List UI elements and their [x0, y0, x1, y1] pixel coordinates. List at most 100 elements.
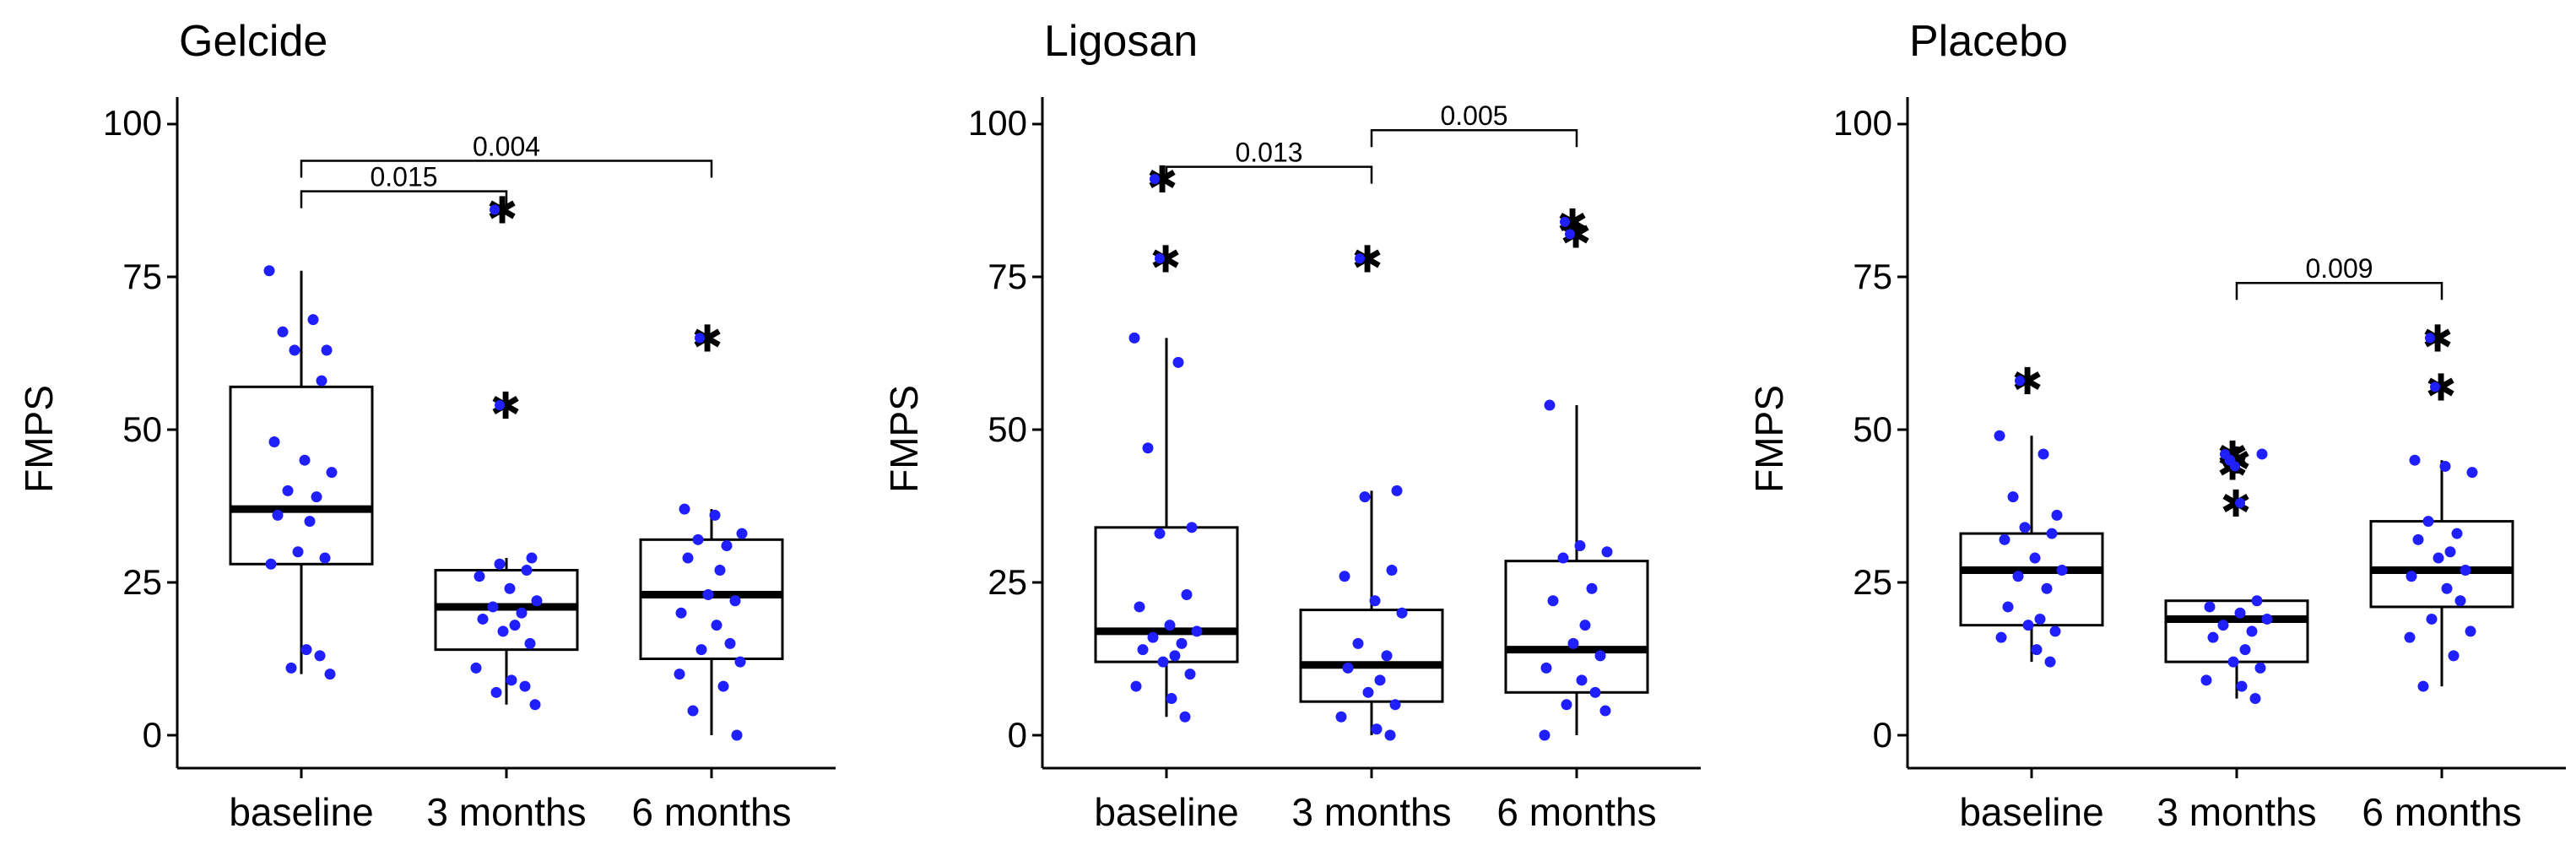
x-tick-label: baseline [229, 790, 373, 834]
data-point [1128, 332, 1140, 344]
y-tick-label: 50 [988, 409, 1027, 449]
data-point [324, 669, 336, 680]
data-point [2022, 620, 2034, 631]
data-point [687, 705, 699, 717]
data-point [474, 571, 485, 582]
data-point [2046, 528, 2058, 539]
p-value-label: 0.013 [1235, 138, 1302, 168]
data-point [2239, 644, 2251, 656]
y-tick-label: 0 [1873, 715, 1892, 755]
data-point [709, 509, 721, 521]
comparison-bracket [300, 160, 713, 178]
comparison-bracket [300, 190, 508, 208]
y-tick-label: 100 [968, 103, 1027, 143]
plot-area: ✱✱✱✱✱✱✱0.009 [1897, 97, 2566, 778]
p-value-label: 0.015 [370, 162, 437, 192]
data-point [470, 662, 482, 674]
data-point [1137, 644, 1149, 656]
y-tick-label: 75 [122, 257, 162, 296]
data-point [300, 644, 312, 656]
panel-title: Ligosan [1044, 17, 1198, 66]
data-point [2256, 448, 2268, 460]
data-point [729, 595, 741, 607]
data-point [487, 601, 499, 613]
data-point [2234, 607, 2246, 619]
data-point [2207, 631, 2219, 643]
data-point [490, 686, 502, 698]
data-point [2439, 460, 2451, 472]
data-point [277, 326, 289, 338]
data-point [1166, 693, 1177, 705]
data-point [2409, 454, 2421, 466]
box-iqr [2369, 520, 2514, 609]
data-point [326, 467, 338, 479]
y-tick-label: 75 [988, 257, 1027, 296]
data-point [504, 582, 516, 594]
data-point [717, 680, 729, 692]
data-point [1574, 540, 1586, 552]
data-point [321, 344, 333, 356]
outlier-point [1355, 253, 1365, 264]
data-point [1384, 729, 1396, 741]
y-tick-label: 0 [143, 715, 162, 755]
data-point [299, 454, 311, 466]
data-point [494, 558, 506, 570]
x-tick-label: baseline [1094, 790, 1238, 834]
data-point [1147, 631, 1159, 643]
data-point [1181, 588, 1193, 600]
data-point [1601, 546, 1613, 558]
data-point [1169, 650, 1181, 662]
data-point [1130, 680, 1142, 692]
x-tick-label: baseline [1959, 790, 2103, 834]
data-point [1381, 650, 1393, 662]
data-point [2204, 601, 2216, 613]
data-point [675, 607, 687, 619]
data-point [711, 620, 722, 631]
data-point [1576, 674, 1588, 686]
data-point [1391, 485, 1403, 496]
outlier-marker: ✱ [2426, 366, 2457, 409]
data-point [521, 565, 533, 577]
outlier-point [495, 400, 505, 411]
box-iqr [1299, 609, 1444, 703]
data-point [2051, 509, 2063, 521]
y-tick-label: 25 [122, 562, 162, 602]
data-point [2200, 674, 2212, 686]
data-point [316, 375, 327, 387]
data-point [2460, 565, 2471, 577]
x-tick-label: 6 months [1496, 790, 1656, 834]
data-point [497, 625, 509, 637]
outlier-point [695, 333, 705, 344]
outlier-point [1155, 253, 1165, 264]
data-point [2254, 662, 2266, 674]
data-point [692, 533, 704, 545]
data-point [509, 620, 521, 631]
box-iqr [229, 385, 374, 566]
data-point [1386, 565, 1398, 577]
data-point [304, 516, 316, 528]
data-point [529, 699, 541, 711]
data-point [516, 607, 528, 619]
data-point [2044, 656, 2056, 668]
outlier-point [2235, 497, 2245, 508]
data-point [2034, 613, 2046, 625]
data-point [1999, 533, 2010, 545]
data-point [2441, 582, 2453, 594]
data-point [1599, 705, 1611, 717]
data-point [2007, 491, 2019, 503]
data-point [1157, 656, 1169, 668]
data-point [1191, 625, 1203, 637]
box-iqr [1094, 526, 1239, 663]
data-point [1172, 356, 1184, 368]
panel-ligosan: Ligosan FMPS 0 25 50 75 100 baseline 3 m… [882, 17, 1701, 834]
data-point [679, 503, 690, 515]
data-point [734, 656, 746, 668]
outlier-marker: ✱ [1150, 238, 1182, 281]
data-point [477, 613, 489, 625]
data-point [2236, 680, 2248, 692]
outlier-marker: ✱ [490, 385, 522, 428]
data-point [1342, 662, 1354, 674]
data-point [674, 669, 685, 680]
data-point [263, 265, 275, 277]
